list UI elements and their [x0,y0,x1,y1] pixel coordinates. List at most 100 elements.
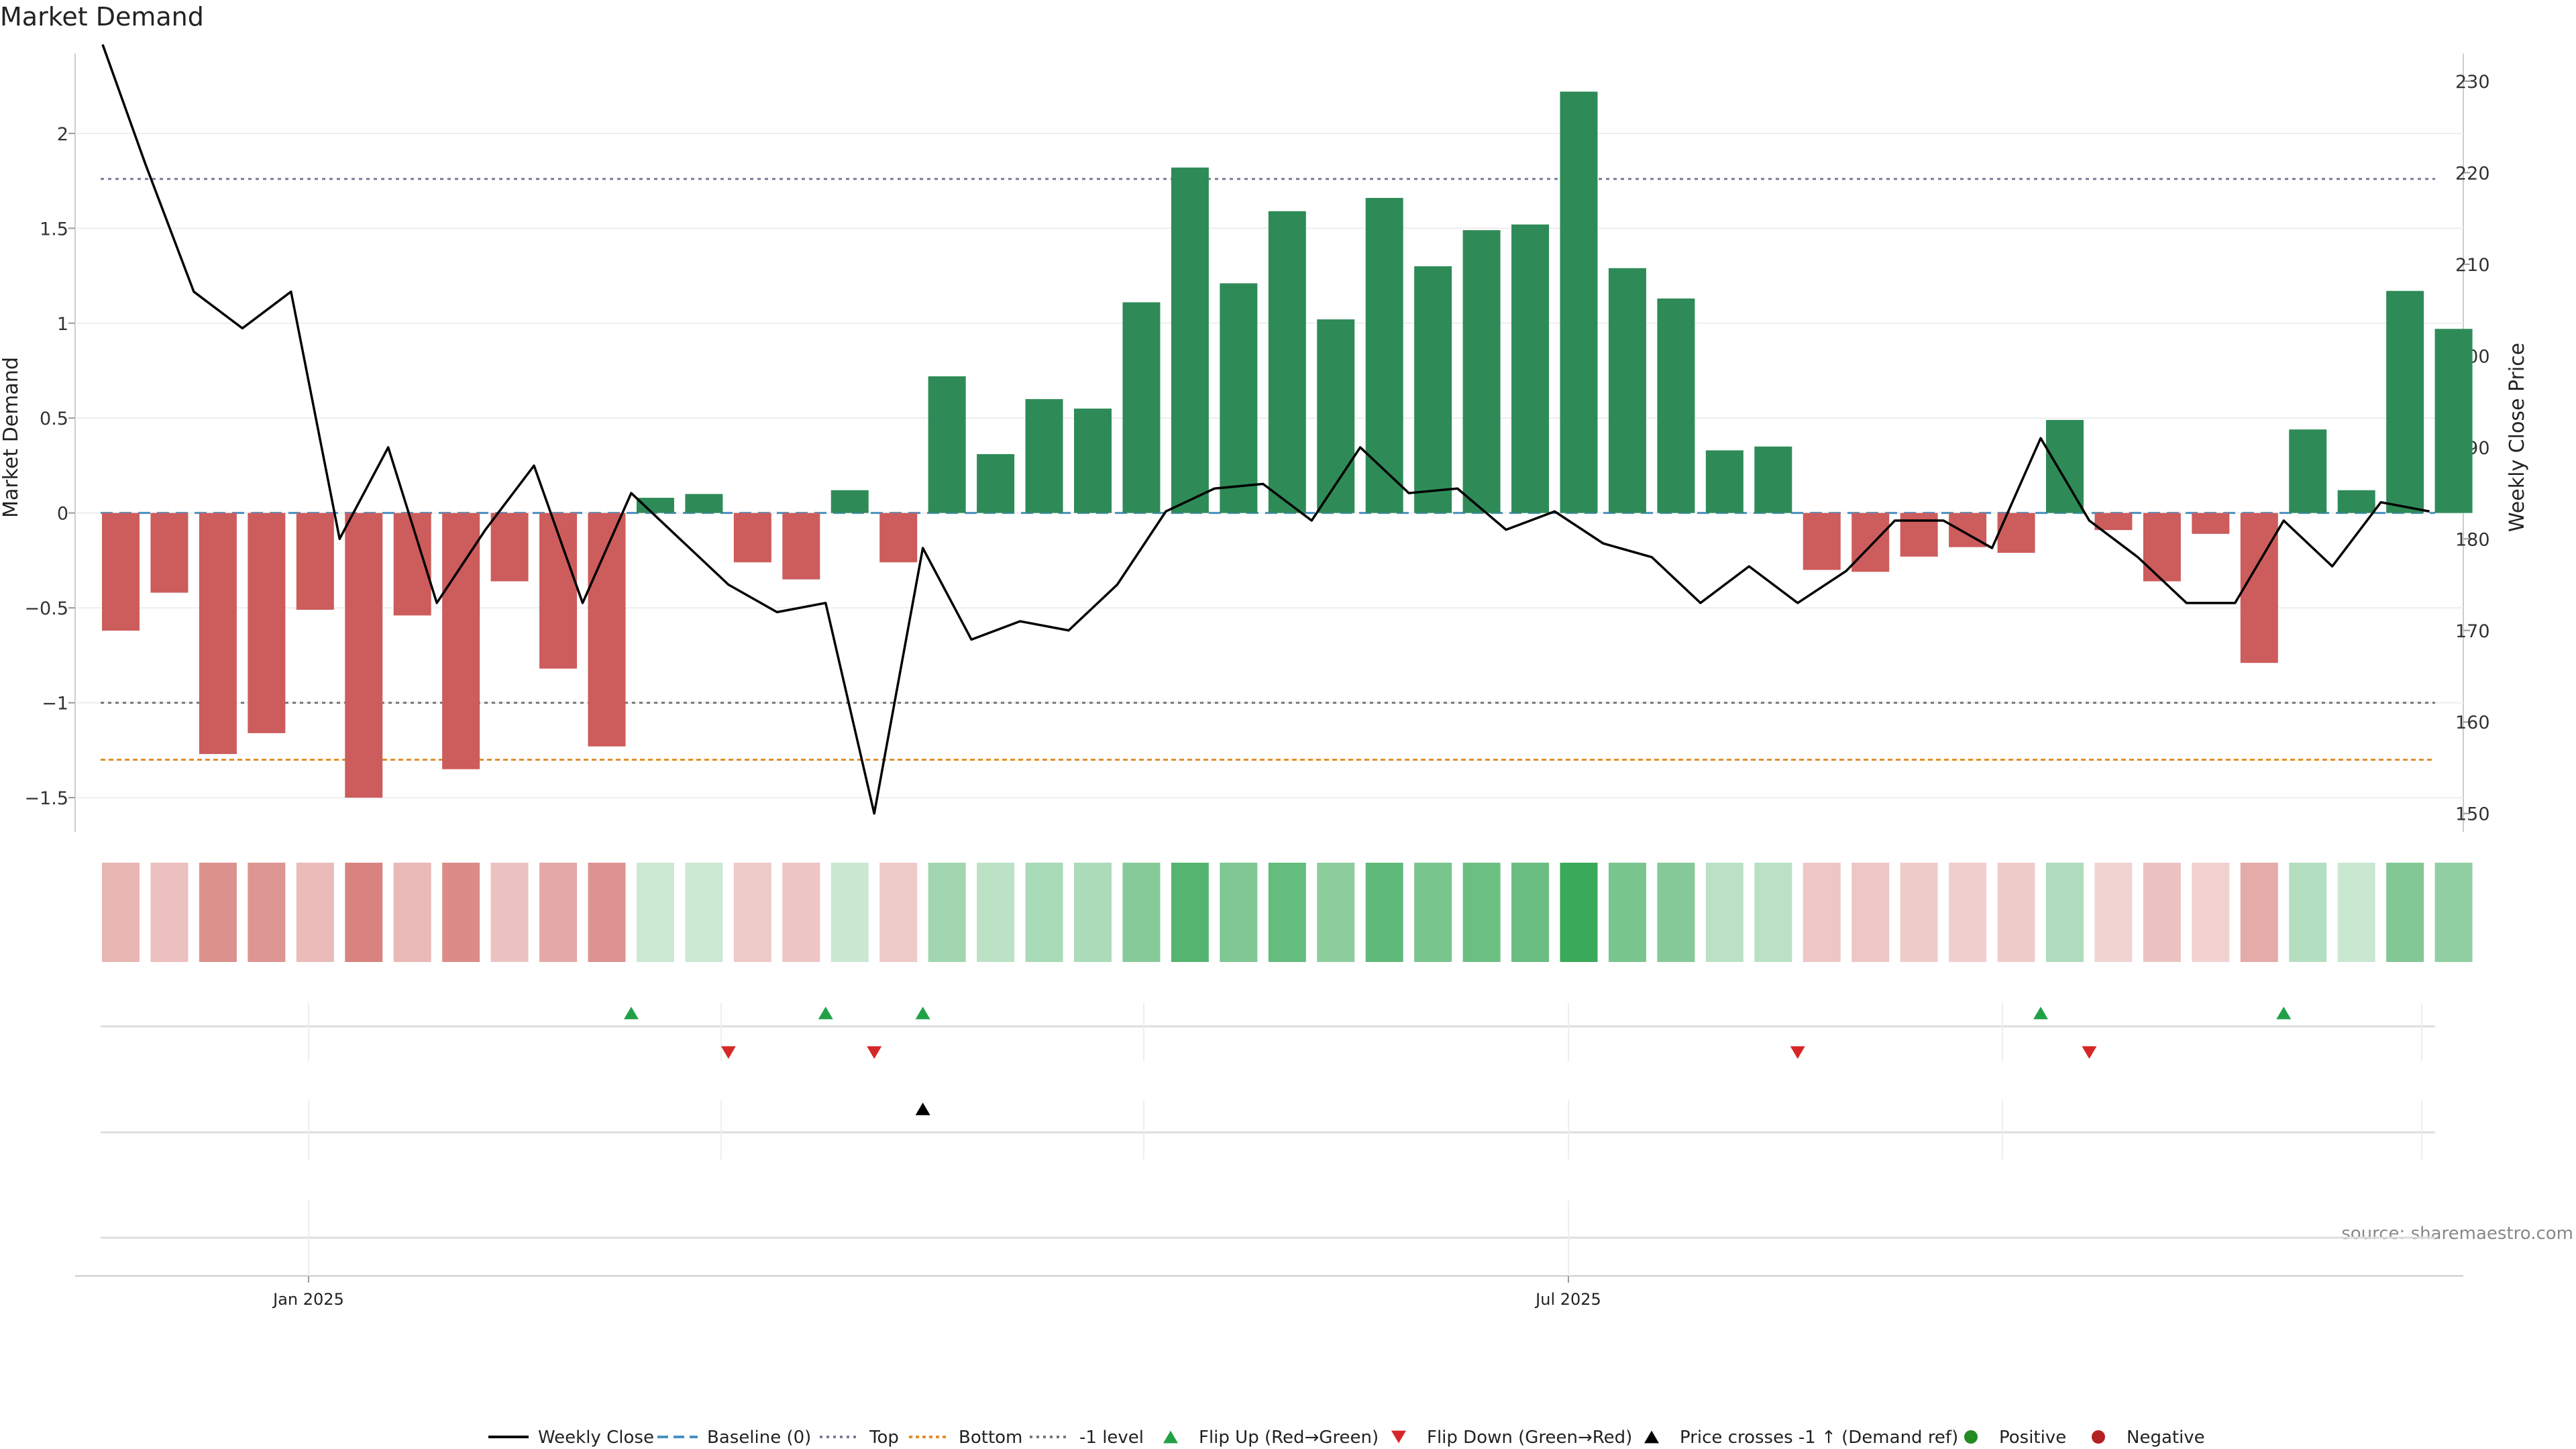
heat-cell [879,863,918,962]
x-tick-label: Jan 2025 [272,1290,344,1309]
heat-cell [442,863,480,962]
right-axis-label: Weekly Close Price [2506,343,2529,532]
demand-bar [1171,167,1209,513]
demand-bar [1851,513,1890,572]
heat-cell [199,863,237,962]
demand-bar [1608,268,1646,513]
heat-cell [1414,863,1452,962]
demand-bar [490,513,529,582]
price-cross-marker [915,1102,930,1116]
demand-bar [928,376,966,513]
legend-swatch-negative [2092,1430,2105,1444]
left-tick-label: 1.5 [40,219,68,239]
legend-swatch-flip-down [1391,1430,1406,1444]
heat-cell [1122,863,1161,962]
demand-bar [442,513,480,769]
axes: 21.510.50−0.5−1−1.5230220210200190180170… [24,54,2490,1309]
heat-cell [1220,863,1258,962]
demand-bar [2434,329,2473,513]
left-tick-label: 2 [57,124,68,145]
left-tick-label: −1.5 [24,788,68,809]
left-tick-label: 0 [57,504,68,525]
heat-cell [1657,863,1695,962]
heat-cell [2240,863,2278,962]
flip-up-marker [2033,1006,2048,1020]
demand-bar [199,513,237,754]
heat-cell [588,863,626,962]
flip-up-marker [915,1006,930,1020]
flip-down-marker [2082,1046,2097,1059]
right-tick-label: 230 [2455,72,2490,93]
heat-cell [1171,863,1209,962]
legend: Weekly Close Baseline (0) Top Bottom -1 leve… [488,1428,2205,1448]
heat-cell [2046,863,2084,962]
heat-cell [1754,863,1792,962]
heat-cell [782,863,820,962]
weekly-close-series [101,44,2430,815]
legend-label-flip-down: Flip Down (Green→Red) [1427,1428,1632,1448]
heat-cell [1560,863,1598,962]
demand-bar [1220,283,1258,513]
demand-bar [685,494,723,513]
demand-bar [1025,398,1063,513]
flip-down-marker [867,1046,882,1059]
flip-up-marker [623,1006,639,1020]
left-tick-label: 0.5 [40,409,68,429]
demand-bar [1122,302,1161,513]
legend-swatch-price-crosses [1644,1430,1659,1444]
legend-label-weekly-close: Weekly Close [538,1428,654,1448]
legend-swatch-flip-up [1163,1430,1178,1444]
right-tick-label: 170 [2455,621,2490,642]
heat-cell [685,863,723,962]
demand-bar [636,498,674,513]
legend-label-price-crosses: Price crosses -1 ↑ (Demand ref) [1680,1428,1958,1448]
demand-bar [1414,266,1452,513]
demand-bar [1511,224,1550,513]
heat-cell [2386,863,2424,962]
right-tick-label: 180 [2455,529,2490,550]
bottom-panel [308,1201,1569,1276]
heat-cell [928,863,966,962]
demand-bar [2143,513,2181,582]
demand-heat-strip [102,863,2473,962]
demand-bar [1268,211,1306,513]
demand-bar [345,513,383,798]
heat-cell [636,863,674,962]
heat-cell [248,863,286,962]
heat-cell [539,863,578,962]
demand-bar [2386,290,2424,513]
heat-cell [977,863,1015,962]
x-tick-label: Jul 2025 [1534,1290,1601,1309]
heat-cell [1608,863,1646,962]
heat-cell [1025,863,1063,962]
left-tick-label: −0.5 [24,598,68,619]
demand-bar [1705,450,1743,513]
flip-markers-panel [101,1003,2435,1239]
heat-cell [1705,863,1743,962]
legend-label-baseline: Baseline (0) [707,1428,811,1448]
legend-swatch-positive [1964,1430,1978,1444]
legend-label-top: Top [869,1428,899,1448]
heat-cell [2337,863,2375,962]
weekly-close-line [101,44,2430,815]
legend-label-minus-one-level: -1 level [1079,1428,1144,1448]
demand-bar [2046,420,2084,513]
heat-cell [2094,863,2133,962]
heat-cell [345,863,383,962]
demand-bar [782,513,820,580]
legend-label-flip-up: Flip Up (Red→Green) [1199,1428,1379,1448]
demand-bar [1462,230,1501,513]
demand-bar [248,513,286,733]
heat-cell [1462,863,1501,962]
heat-cell [1317,863,1355,962]
heat-cell [1851,863,1890,962]
heat-cell [1511,863,1550,962]
demand-bar [2240,513,2278,663]
legend-label-negative: Negative [2127,1428,2205,1448]
legend-label-bottom: Bottom [959,1428,1022,1448]
demand-bar [2337,490,2375,513]
demand-bar [1560,91,1598,513]
heat-cell [733,863,771,962]
heat-cell [1997,863,2035,962]
demand-bar [1997,513,2035,553]
